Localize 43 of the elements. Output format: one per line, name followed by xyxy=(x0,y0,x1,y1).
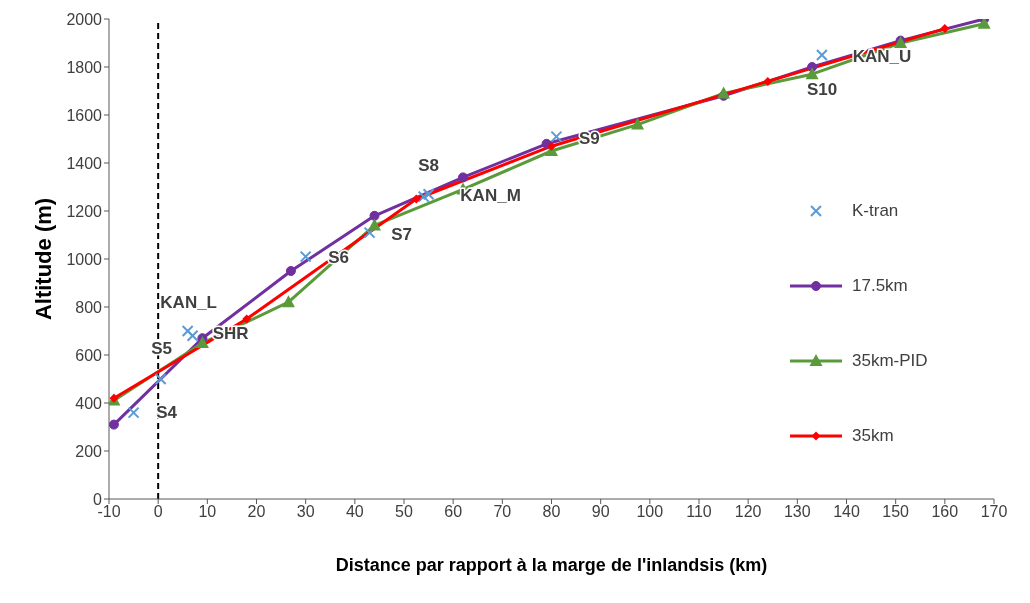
x-tick-label: 160 xyxy=(931,503,959,521)
y-tick-label: 200 xyxy=(75,442,103,460)
x-tick-label: 30 xyxy=(296,503,315,521)
annotation: S9 xyxy=(579,129,600,149)
y-tick-label: 1600 xyxy=(66,106,103,124)
x-tick-label: 20 xyxy=(247,503,266,521)
x-tick-label: 120 xyxy=(734,503,762,521)
y-tick-label: 1800 xyxy=(66,58,103,76)
annotation: S4 xyxy=(156,403,178,423)
y-axis-title: Altitude (m) xyxy=(30,197,56,321)
x-tick-label: 60 xyxy=(444,503,463,521)
annotation: KAN_M xyxy=(460,185,521,205)
legend-label: 17.5km xyxy=(852,275,908,296)
x-axis-title: Distance par rapport à la marge de l'inlandsis (km) xyxy=(335,555,768,575)
y-tick-label: 1000 xyxy=(66,250,103,268)
x-tick-label: 170 xyxy=(980,503,1008,521)
x-tick-label: 150 xyxy=(882,503,910,521)
legend-label: 35km-PID xyxy=(852,350,928,371)
x-tick-label: 140 xyxy=(833,503,860,521)
y-tick-label: 400 xyxy=(75,394,103,412)
annotation: KAN_L xyxy=(160,292,217,312)
x-tick-label: 110 xyxy=(686,503,712,521)
annotation: S10 xyxy=(806,79,838,99)
y-tick-label: 800 xyxy=(75,298,103,316)
y-tick-label: 600 xyxy=(75,346,103,364)
y-tick-label: 1400 xyxy=(66,154,103,172)
x-tick-label: 70 xyxy=(493,503,512,521)
y-tick-label: 0 xyxy=(93,490,103,508)
x-tick-label: 50 xyxy=(395,503,413,521)
x-tick-label: 10 xyxy=(198,503,217,521)
annotation: S7 xyxy=(391,225,412,245)
legend-label: 35km xyxy=(852,425,894,446)
y-tick-label: 2000 xyxy=(66,10,103,28)
x-tick-label: 80 xyxy=(542,503,561,521)
x-tick-label: 40 xyxy=(345,503,364,521)
legend-label: K-tran xyxy=(852,200,899,221)
annotation: S8 xyxy=(418,156,440,176)
annotation: S5 xyxy=(151,338,173,358)
x-tick-label: 90 xyxy=(591,503,610,521)
x-tick-label: 130 xyxy=(783,503,811,521)
x-tick-label: 0 xyxy=(153,503,163,521)
y-tick-label: 1200 xyxy=(66,202,103,220)
x-tick-label: 100 xyxy=(636,503,664,521)
